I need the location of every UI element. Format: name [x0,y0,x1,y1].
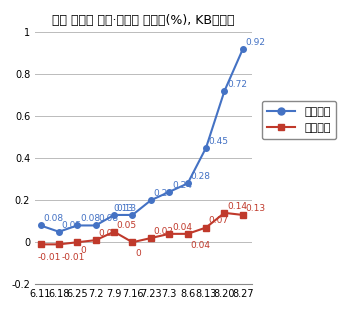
전세가격 [241,213,245,217]
매매가격 [38,224,43,227]
Text: 0.14: 0.14 [227,202,247,211]
Text: 0.02: 0.02 [154,227,174,236]
Text: 0.72: 0.72 [227,80,247,89]
매매가격 [93,224,98,227]
매매가격 [149,198,153,202]
전세가격 [149,236,153,240]
Text: 0.45: 0.45 [209,137,229,146]
Text: 0.04: 0.04 [190,241,210,250]
Text: -0.01: -0.01 [38,253,61,262]
매매가격 [57,230,61,234]
매매가격 [204,146,208,150]
전세가격 [57,242,61,246]
Text: 0.08: 0.08 [98,214,119,223]
Text: -0.01: -0.01 [62,253,85,262]
Text: 0.2: 0.2 [154,189,168,198]
매매가격 [186,182,190,185]
Text: 0.05: 0.05 [62,221,82,230]
전세가격 [130,240,134,244]
Text: 0.07: 0.07 [209,216,229,225]
전세가격 [204,225,208,229]
전세가격 [75,240,79,244]
Legend: 매매가격, 전세가격: 매매가격, 전세가격 [262,101,336,139]
Title: 서울 아파트 매매·전세가 변동률(%), KB부동산: 서울 아파트 매매·전세가 변동률(%), KB부동산 [52,14,235,27]
Line: 전세가격: 전세가격 [38,210,246,247]
Text: 0.13: 0.13 [117,204,137,213]
Text: 0.28: 0.28 [190,172,210,181]
매매가격 [112,213,116,217]
Line: 매매가격: 매매가격 [38,46,246,234]
Text: 0.08: 0.08 [43,214,63,223]
매매가격 [130,213,134,217]
Text: 0.24: 0.24 [172,181,192,190]
Text: 0: 0 [80,246,86,255]
전세가격 [167,232,172,236]
Text: 0.04: 0.04 [172,223,192,232]
Text: 0.92: 0.92 [246,38,266,47]
Text: 0.13: 0.13 [113,204,133,213]
전세가격 [38,242,43,246]
Text: 0.08: 0.08 [80,214,100,223]
매매가격 [75,224,79,227]
Text: 0.05: 0.05 [117,221,137,230]
전세가격 [93,238,98,242]
Text: 0: 0 [135,249,141,258]
전세가격 [186,232,190,236]
매매가격 [222,89,226,93]
전세가격 [222,211,226,215]
매매가격 [241,47,245,51]
매매가격 [167,190,172,194]
Text: 0.01: 0.01 [98,229,119,238]
Text: 0.13: 0.13 [246,204,266,213]
전세가격 [112,230,116,234]
